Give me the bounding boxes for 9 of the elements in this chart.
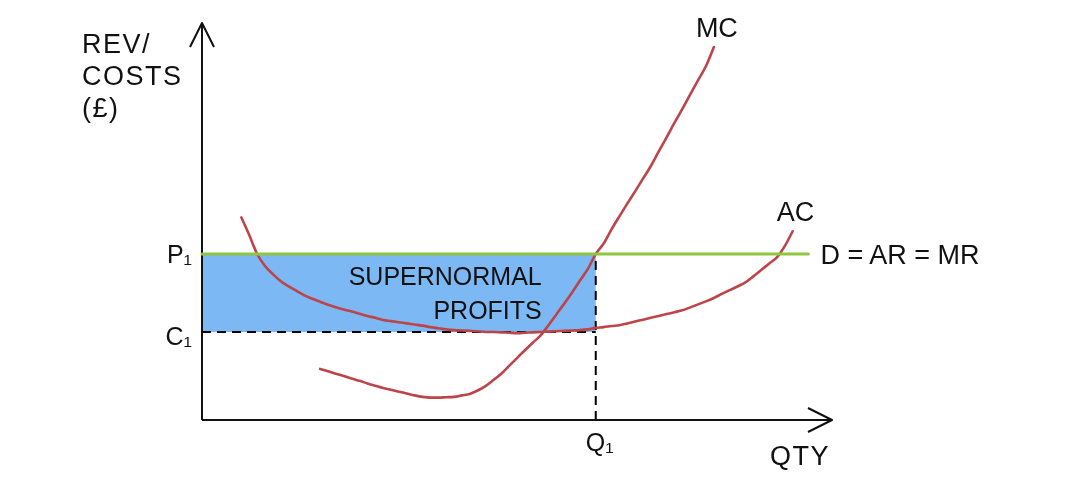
band-label: SUPERNORMAL PROFITS: [348, 261, 542, 324]
series-label: MC: [695, 13, 738, 43]
series-label: AC: [776, 197, 815, 228]
text: P₁: [166, 240, 192, 269]
series-label: D = AR = MR: [820, 239, 980, 270]
x-axis-title: QTY: [769, 441, 830, 471]
y-axis-title: REV/ COSTS (£): [82, 29, 183, 123]
text: Q₁: [585, 428, 614, 456]
ref-line-label: C₁: [165, 321, 192, 350]
